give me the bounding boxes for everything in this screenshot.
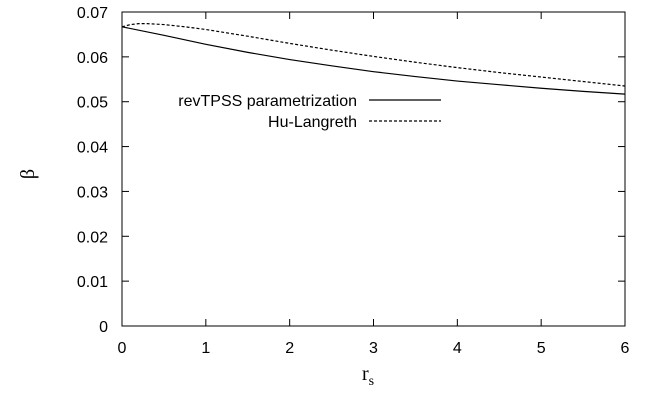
y-tick-label: 0.05 xyxy=(77,95,108,112)
y-tick-label: 0.03 xyxy=(77,184,108,201)
series-layer xyxy=(121,23,626,95)
y-tick-label: 0 xyxy=(99,319,108,336)
x-tick-label: 4 xyxy=(453,340,462,357)
x-tick-label: 1 xyxy=(201,340,210,357)
series-line-2 xyxy=(121,23,626,87)
y-tick-label: 0.01 xyxy=(77,274,108,291)
legend: revTPSS parametrization Hu-Langreth xyxy=(178,93,441,131)
y-axis-label: β xyxy=(17,169,39,179)
x-tick-label: 0 xyxy=(118,340,127,357)
series-line-1 xyxy=(121,26,626,95)
x-axis-label-main: r xyxy=(362,363,369,385)
y-tick-label: 0.06 xyxy=(77,50,108,67)
y-tick-label: 0.04 xyxy=(77,140,108,157)
x-axis-label-subscript: s xyxy=(369,374,374,389)
x-axis-label: rs xyxy=(362,363,374,389)
x-tick-label: 5 xyxy=(537,340,546,357)
y-tick-label: 0.02 xyxy=(77,229,108,246)
plot-frame xyxy=(121,11,626,327)
x-tick-label: 6 xyxy=(621,340,630,357)
x-tick-label: 3 xyxy=(369,340,378,357)
ticks: 0 1 2 3 4 5 6 0 0.01 0.02 0.03 0.04 0.05 0.06 0.07 xyxy=(77,5,630,357)
x-tick-label: 2 xyxy=(285,340,294,357)
y-tick-label: 0.07 xyxy=(77,5,108,22)
legend-label: revTPSS parametrization xyxy=(178,93,357,110)
legend-label: Hu-Langreth xyxy=(268,114,357,131)
